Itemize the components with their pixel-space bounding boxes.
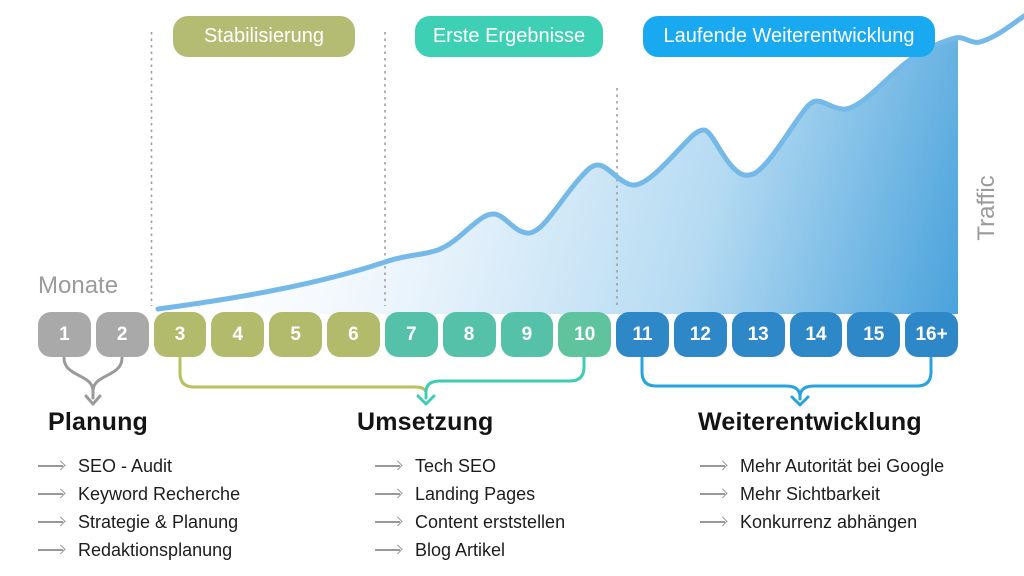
list-item: Content erststellen <box>375 508 565 536</box>
list-item-label: Landing Pages <box>415 483 536 504</box>
list-item: Landing Pages <box>375 480 565 508</box>
month-badge-11: 11 <box>616 312 669 357</box>
month-badge-15: 15 <box>847 312 901 357</box>
month-badge-13: 13 <box>731 312 785 357</box>
month-badge-10: 10 <box>558 312 612 357</box>
list-item: Konkurrenz abhängen <box>700 508 944 536</box>
list-item: SEO - Audit <box>38 452 240 480</box>
month-badge-8: 8 <box>442 312 496 357</box>
list-item-label: Konkurrenz abhängen <box>740 511 918 532</box>
list-item-label: Blog Artikel <box>415 539 506 560</box>
traffic-area-fill <box>158 38 958 314</box>
right-arrow-icon <box>700 488 727 500</box>
phase-pill-label: Stabilisierung <box>203 25 325 47</box>
umsetzung-item-list: Tech SEO Landing Pages Content erststell… <box>375 452 565 564</box>
month-badge-6: 6 <box>327 312 380 357</box>
planung-item-list: SEO - Audit Keyword Recherche Strategie … <box>38 452 240 564</box>
list-item: Strategie & Planung <box>38 508 240 536</box>
month-badge-2: 2 <box>95 312 149 357</box>
list-item-label: Mehr Sichtbarkeit <box>740 483 881 504</box>
phase-pill-erste-ergebnisse: Erste Ergebnisse <box>415 16 603 57</box>
list-item: Mehr Autorität bei Google <box>700 452 944 480</box>
right-arrow-icon <box>38 488 65 500</box>
section-umsetzung: Umsetzung Tech SEO Landing Pages Content… <box>357 408 565 564</box>
weiterentwicklung-item-list: Mehr Autorität bei Google Mehr Sichtbark… <box>700 452 944 536</box>
list-item: Redaktionsplanung <box>38 536 240 564</box>
month-badge-5: 5 <box>269 312 323 357</box>
list-item: Keyword Recherche <box>38 480 240 508</box>
right-arrow-icon <box>38 544 65 556</box>
month-badge-9: 9 <box>500 312 554 357</box>
x-axis-label-monate: Monate <box>38 272 119 299</box>
phase-pill-label: Erste Ergebnisse <box>432 25 586 47</box>
list-item-label: Redaktionsplanung <box>78 539 233 560</box>
month-badge-4: 4 <box>211 312 265 357</box>
list-item-label: Keyword Recherche <box>78 483 241 504</box>
y-axis-label-traffic: Traffic <box>973 175 1000 241</box>
right-arrow-icon <box>38 516 65 528</box>
list-item: Mehr Sichtbarkeit <box>700 480 944 508</box>
month-badge-7: 7 <box>384 312 438 357</box>
right-arrow-icon <box>700 516 727 528</box>
list-item-label: Mehr Autorität bei Google <box>740 455 945 476</box>
section-planung: Planung SEO - Audit Keyword Recherche St… <box>38 408 240 564</box>
section-title-weiterentwicklung: Weiterentwicklung <box>698 408 922 436</box>
list-item-label: Tech SEO <box>415 455 497 476</box>
right-arrow-icon <box>375 516 402 528</box>
right-arrow-icon <box>375 544 402 556</box>
list-item-label: Content erststellen <box>415 511 566 532</box>
down-arrow-icon <box>84 394 102 406</box>
bracket-weiterentwicklung <box>640 356 933 407</box>
bracket-umsetzung <box>178 356 586 406</box>
right-arrow-icon <box>375 488 402 500</box>
section-title-umsetzung: Umsetzung <box>357 408 494 436</box>
section-weiterentwicklung: Weiterentwicklung Mehr Autorität bei Goo… <box>698 408 944 536</box>
bracket-planung <box>62 356 124 406</box>
right-arrow-icon <box>38 460 65 472</box>
down-arrow-icon <box>790 395 810 407</box>
month-badge-14: 14 <box>789 312 843 357</box>
month-badge-3: 3 <box>153 312 207 357</box>
list-item: Tech SEO <box>375 452 565 480</box>
right-arrow-icon <box>700 460 727 472</box>
right-arrow-icon <box>375 460 402 472</box>
down-arrow-icon <box>416 394 436 406</box>
list-item: Blog Artikel <box>375 536 565 564</box>
month-badge-16: 16+ <box>905 312 958 357</box>
traffic-curve <box>155 13 1024 312</box>
month-badge-12: 12 <box>673 312 727 357</box>
list-item-label: Strategie & Planung <box>78 511 239 532</box>
phase-pill-stabilisierung: Stabilisierung <box>173 16 355 57</box>
month-badge-1: 1 <box>38 312 91 357</box>
list-item-label: SEO - Audit <box>78 455 173 476</box>
section-title-planung: Planung <box>48 408 149 436</box>
month-badge-row: 1 2 3 4 5 6 7 8 9 10 11 12 13 14 15 16+ <box>38 312 958 357</box>
phase-pill-laufende-weiterentwicklung: Laufende Weiterentwicklung <box>643 16 935 57</box>
phase-pill-label: Laufende Weiterentwicklung <box>663 25 915 47</box>
